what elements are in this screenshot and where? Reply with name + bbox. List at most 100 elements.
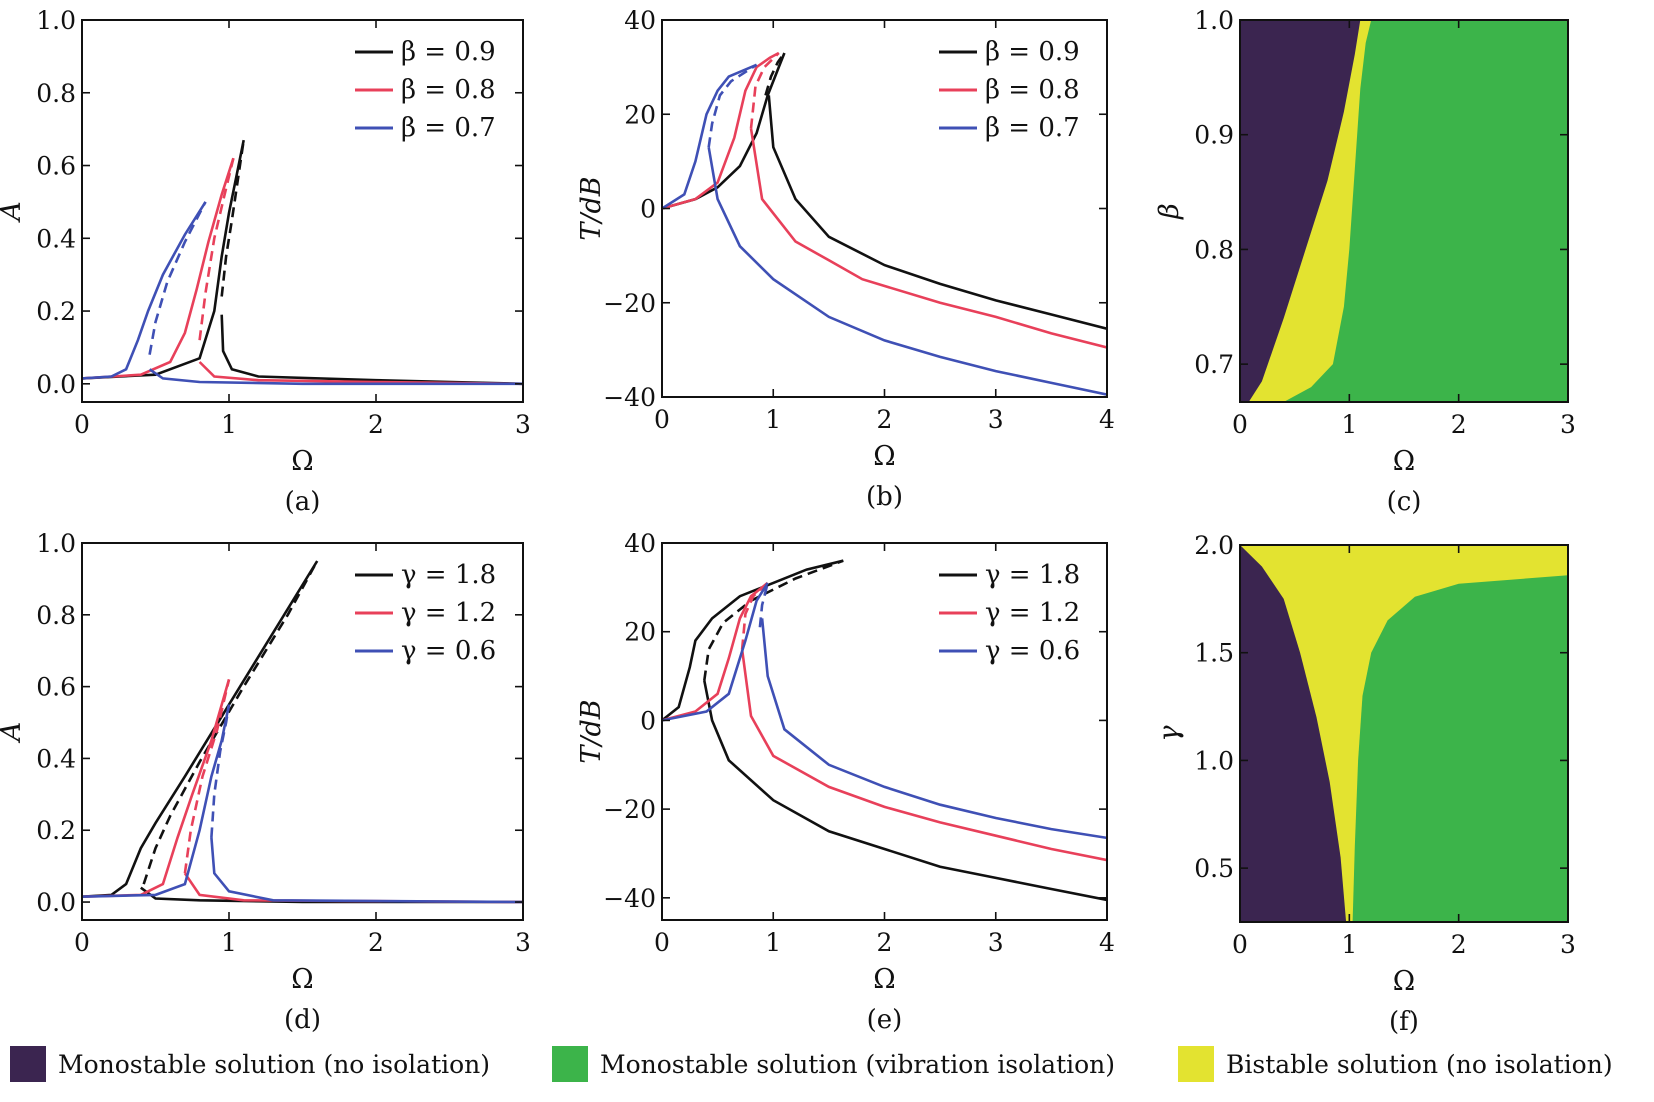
x-axis-label: Ω bbox=[1393, 446, 1415, 477]
y-tick-label: 0.7 bbox=[1194, 350, 1234, 379]
x-tick-label: 1 bbox=[1341, 410, 1357, 439]
x-tick-label: 4 bbox=[1099, 405, 1115, 434]
y-axis-label: A bbox=[0, 201, 27, 224]
series-line-lower bbox=[210, 837, 523, 904]
legend-label: β = 0.8 bbox=[401, 75, 496, 105]
series-line-upper bbox=[82, 704, 231, 898]
series-line-upper bbox=[82, 201, 207, 380]
series-group bbox=[662, 559, 1107, 902]
panel-d: γ = 1.8 γ = 1.2 γ = 0.6 0 1 2 3 0.0 0.2 0.4 0.6 0.8… bbox=[0, 529, 531, 1035]
plot-frame bbox=[1239, 19, 1569, 403]
panel-label: (c) bbox=[1387, 487, 1422, 517]
series-line-upper bbox=[82, 560, 319, 898]
x-tick-label: 2 bbox=[368, 928, 384, 957]
y-tick-label: −40 bbox=[603, 383, 656, 412]
series-line-upper bbox=[662, 582, 769, 722]
legend-label: Monostable solution (vibration isolation… bbox=[600, 1049, 1116, 1079]
series-group bbox=[662, 51, 1107, 396]
y-tick-label: 40 bbox=[624, 6, 656, 35]
legend-item-bistable-no-isolation: Bistable solution (no isolation) bbox=[1178, 1044, 1613, 1084]
x-tick-label: 0 bbox=[74, 410, 90, 439]
y-axis-label: A bbox=[0, 722, 27, 745]
series-line-unstable bbox=[198, 157, 235, 341]
region-vibration-isolation-lower bbox=[1352, 575, 1568, 922]
series-line-lower bbox=[707, 146, 1107, 396]
x-tick-label: 2 bbox=[1451, 930, 1467, 959]
x-tick-label: 3 bbox=[1560, 930, 1576, 959]
y-axis-label: T/dB bbox=[576, 699, 607, 763]
y-tick-label: 0.4 bbox=[36, 744, 76, 773]
panel-e: γ = 1.8 γ = 1.2 γ = 0.6 0 1 2 3 4 −40 −20 0 20 40 Ω T/… bbox=[576, 529, 1115, 1035]
y-tick-label: 1.0 bbox=[1194, 746, 1234, 775]
series-line-unstable bbox=[707, 63, 758, 148]
y-tick-label: 0.0 bbox=[36, 888, 76, 917]
panel-b: β = 0.9 β = 0.8 β = 0.7 0 1 2 3 4 −40 −20 0 20 40 Ω T/… bbox=[576, 6, 1115, 512]
panel-label: (b) bbox=[866, 482, 903, 512]
panel-label: (d) bbox=[284, 1005, 321, 1035]
x-axis-label: Ω bbox=[291, 446, 313, 477]
y-tick-label: 0.0 bbox=[36, 370, 76, 399]
legend-label: γ = 1.2 bbox=[985, 598, 1080, 628]
legend-swatch-green bbox=[552, 1046, 588, 1082]
x-tick-label: 0 bbox=[1232, 930, 1248, 959]
y-axis-label: T/dB bbox=[576, 176, 607, 240]
panel-label: (a) bbox=[285, 487, 321, 517]
series-line-upper bbox=[82, 157, 235, 380]
series-line-upper bbox=[662, 51, 780, 210]
figure: β = 0.9 β = 0.8 β = 0.7 0 1 2 3 0.0 0.2 0.4 0.6 0.8… bbox=[0, 6, 1576, 1037]
series-line-lower bbox=[740, 649, 1107, 862]
series-line-upper bbox=[662, 581, 769, 722]
y-tick-label: 0.4 bbox=[36, 224, 76, 253]
plot-frame bbox=[81, 542, 524, 921]
y-tick-label: 0.6 bbox=[36, 673, 76, 702]
y-tick-label: 0 bbox=[640, 195, 656, 224]
panel-label: (f) bbox=[1389, 1007, 1419, 1037]
y-tick-label: 0.8 bbox=[36, 79, 76, 108]
x-tick-label: 0 bbox=[654, 405, 670, 434]
x-tick-label: 2 bbox=[1451, 410, 1467, 439]
x-tick-label: 2 bbox=[877, 928, 893, 957]
x-tick-label: 1 bbox=[1341, 930, 1357, 959]
series-line-upper bbox=[662, 52, 786, 210]
x-axis-label: Ω bbox=[873, 441, 895, 472]
legend-swatch-yellow bbox=[1178, 1046, 1214, 1082]
y-tick-label: −20 bbox=[603, 289, 656, 318]
x-tick-label: 3 bbox=[515, 410, 531, 439]
legend-item-monostable-no-isolation: Monostable solution (no isolation) bbox=[10, 1044, 490, 1084]
x-axis-label: Ω bbox=[873, 964, 895, 995]
x-tick-label: 1 bbox=[221, 410, 237, 439]
legend-label: γ = 0.6 bbox=[985, 636, 1080, 666]
x-tick-label: 1 bbox=[765, 405, 781, 434]
series-line-unstable bbox=[749, 52, 780, 129]
legend-label: γ = 0.6 bbox=[401, 636, 496, 666]
plot-frame bbox=[661, 542, 1108, 921]
panel-label: (e) bbox=[867, 1005, 903, 1035]
series-line-unstable bbox=[740, 581, 769, 650]
plot-frame bbox=[1239, 544, 1569, 923]
y-tick-label: 1.0 bbox=[36, 6, 76, 35]
x-tick-label: 3 bbox=[1560, 410, 1576, 439]
legend-label: Bistable solution (no isolation) bbox=[1226, 1049, 1613, 1079]
legend-label: β = 0.9 bbox=[985, 37, 1080, 67]
y-tick-label: 0.8 bbox=[1194, 235, 1234, 264]
legend-label: β = 0.7 bbox=[985, 113, 1080, 143]
series-line-upper bbox=[662, 559, 844, 722]
series-line-unstable bbox=[758, 582, 769, 628]
plot-frame bbox=[661, 19, 1108, 398]
y-tick-label: 1.5 bbox=[1194, 639, 1234, 668]
series-line-lower bbox=[703, 680, 1107, 902]
x-tick-label: 0 bbox=[654, 928, 670, 957]
region-monostable-no-isolation bbox=[1240, 20, 1361, 402]
y-tick-label: 20 bbox=[624, 618, 656, 647]
x-tick-label: 1 bbox=[765, 928, 781, 957]
series-line-unstable bbox=[220, 139, 245, 297]
legend-label: γ = 1.2 bbox=[401, 598, 496, 628]
x-tick-label: 0 bbox=[1232, 410, 1248, 439]
y-tick-label: 0 bbox=[640, 706, 656, 735]
panel-c: 0 1 2 3 0.7 0.8 0.9 1.0 Ωβ (c) bbox=[1154, 6, 1576, 517]
x-tick-label: 2 bbox=[368, 410, 384, 439]
y-tick-label: 1.0 bbox=[36, 529, 76, 558]
y-tick-label: 0.6 bbox=[36, 152, 76, 181]
x-tick-label: 1 bbox=[221, 928, 237, 957]
plot-frame bbox=[81, 19, 524, 403]
